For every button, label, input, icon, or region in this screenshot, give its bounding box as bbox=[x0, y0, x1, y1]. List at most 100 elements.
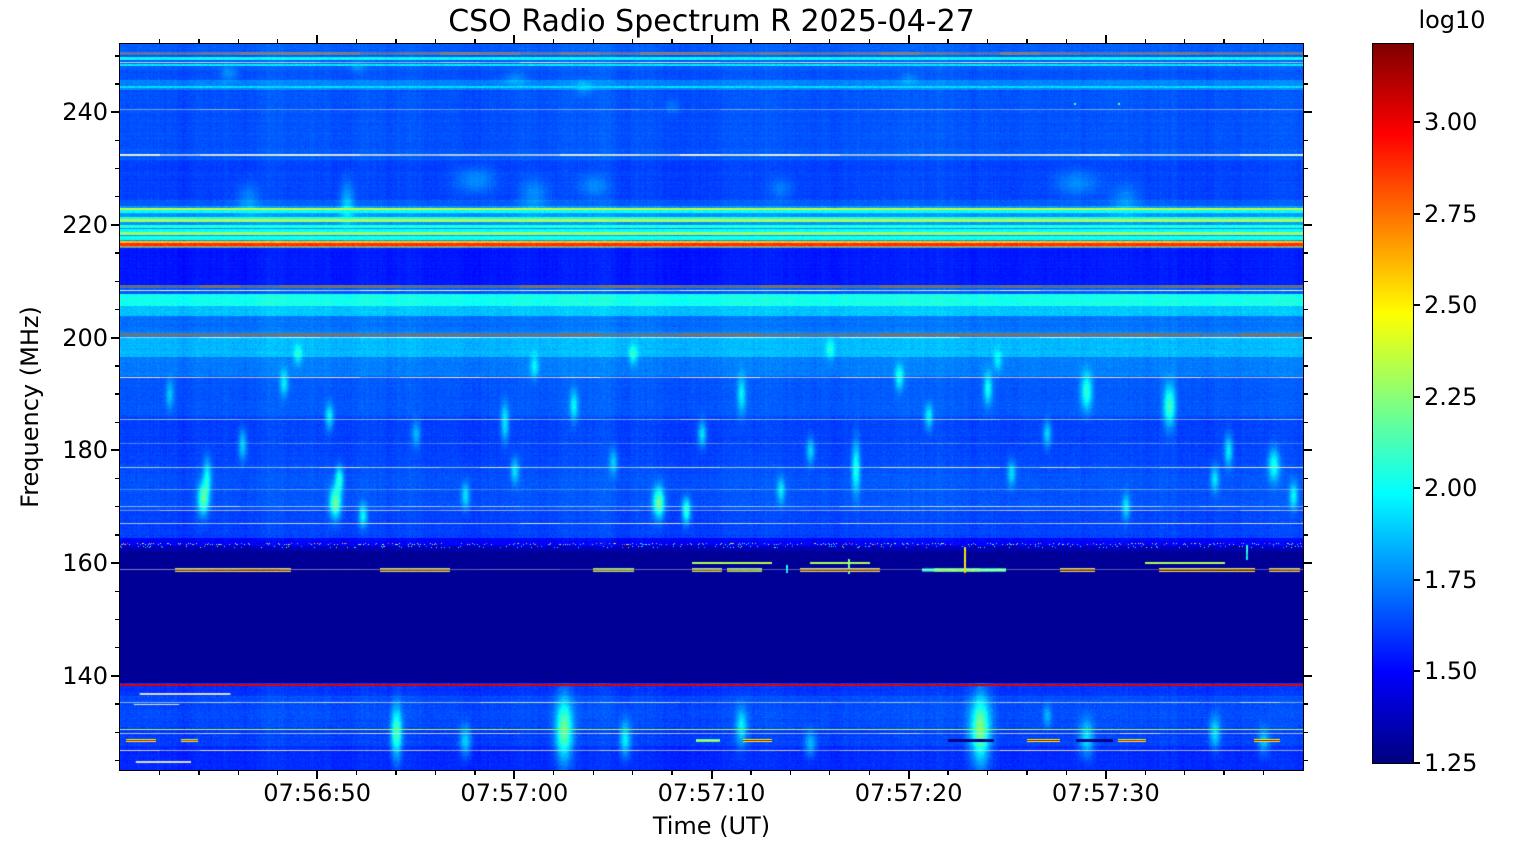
y-minor-tick-right bbox=[1303, 534, 1308, 536]
x-tick-label: 07:56:50 bbox=[263, 779, 372, 807]
y-minor-tick-right bbox=[1303, 308, 1308, 311]
x-minor-tick bbox=[986, 770, 989, 775]
x-major-tick-top bbox=[710, 35, 713, 44]
x-minor-tick bbox=[1262, 770, 1265, 775]
x-minor-tick-top bbox=[868, 39, 870, 44]
x-minor-tick bbox=[631, 770, 634, 775]
x-minor-tick-top bbox=[986, 39, 989, 44]
colorbar-tick-label: 2.50 bbox=[1424, 291, 1478, 320]
y-minor-tick bbox=[115, 534, 120, 536]
y-tick-label: 200 bbox=[62, 323, 108, 352]
x-tick-label: 07:57:00 bbox=[460, 779, 569, 807]
x-minor-tick bbox=[474, 770, 476, 775]
y-minor-tick-right bbox=[1303, 477, 1308, 480]
colorbar-tick-label: 2.25 bbox=[1424, 382, 1478, 411]
y-minor-tick bbox=[115, 590, 120, 592]
y-major-tick-right bbox=[1303, 674, 1312, 677]
x-minor-tick-top bbox=[1223, 39, 1225, 44]
x-minor-tick bbox=[277, 770, 279, 775]
x-minor-tick-top bbox=[1065, 39, 1068, 44]
x-minor-tick bbox=[1223, 770, 1225, 775]
x-minor-tick-top bbox=[474, 39, 476, 44]
x-minor-tick bbox=[1144, 770, 1146, 775]
colorbar-tick bbox=[1413, 304, 1420, 307]
y-major-tick-right bbox=[1303, 336, 1312, 339]
y-minor-tick-right bbox=[1303, 139, 1308, 142]
x-major-tick bbox=[316, 770, 319, 779]
y-major-tick bbox=[111, 336, 120, 339]
x-major-tick bbox=[1104, 770, 1107, 779]
x-tick-label: 07:57:30 bbox=[1051, 779, 1160, 807]
x-minor-tick-top bbox=[1026, 39, 1028, 44]
x-major-tick-top bbox=[1104, 35, 1107, 44]
y-minor-tick-right bbox=[1303, 590, 1308, 592]
x-minor-tick-top bbox=[671, 39, 673, 44]
x-axis-label: Time (UT) bbox=[652, 812, 771, 840]
y-minor-tick-right bbox=[1303, 618, 1308, 621]
colorbar-tick bbox=[1413, 578, 1420, 581]
y-tick-label: 180 bbox=[62, 436, 108, 465]
x-minor-tick-top bbox=[789, 39, 792, 44]
y-minor-tick-right bbox=[1303, 703, 1308, 705]
x-minor-tick-top bbox=[829, 39, 831, 44]
colorbar-tick-label: 2.75 bbox=[1424, 199, 1478, 228]
x-minor-tick bbox=[750, 770, 752, 775]
x-minor-tick bbox=[592, 770, 594, 775]
y-minor-tick bbox=[115, 759, 120, 762]
y-minor-tick-right bbox=[1303, 365, 1308, 367]
x-minor-tick bbox=[1184, 770, 1186, 775]
y-minor-tick bbox=[115, 196, 120, 198]
y-minor-tick-right bbox=[1303, 506, 1308, 508]
x-minor-tick bbox=[355, 770, 358, 775]
x-minor-tick bbox=[237, 770, 239, 775]
colorbar-tick bbox=[1413, 487, 1420, 490]
colorbar-gradient bbox=[1373, 44, 1413, 763]
colorbar-label: log10 bbox=[1418, 6, 1486, 34]
spectrogram-heatmap bbox=[120, 44, 1303, 770]
x-major-tick bbox=[710, 770, 713, 779]
x-tick-label: 07:57:10 bbox=[657, 779, 766, 807]
y-minor-tick bbox=[115, 393, 120, 395]
y-minor-tick-right bbox=[1303, 731, 1308, 733]
x-major-tick-top bbox=[513, 35, 516, 44]
x-minor-tick-top bbox=[158, 39, 161, 44]
y-minor-tick-right bbox=[1303, 280, 1308, 282]
y-major-tick bbox=[111, 674, 120, 677]
x-minor-tick-top bbox=[631, 39, 634, 44]
x-minor-tick bbox=[789, 770, 792, 775]
y-minor-tick bbox=[115, 252, 120, 254]
y-minor-tick-right bbox=[1303, 646, 1308, 649]
x-major-tick-top bbox=[316, 35, 319, 44]
x-minor-tick bbox=[198, 770, 200, 775]
y-minor-tick bbox=[115, 55, 120, 57]
y-minor-tick bbox=[115, 477, 120, 480]
y-major-tick-right bbox=[1303, 449, 1312, 452]
y-minor-tick-right bbox=[1303, 83, 1308, 85]
x-minor-tick bbox=[434, 770, 437, 775]
colorbar-tick-label: 3.00 bbox=[1424, 108, 1478, 137]
colorbar-border bbox=[1372, 43, 1414, 764]
x-minor-tick-top bbox=[553, 39, 555, 44]
x-minor-tick-top bbox=[237, 39, 239, 44]
y-minor-tick-right bbox=[1303, 421, 1308, 423]
y-minor-tick bbox=[115, 167, 120, 170]
colorbar-tick-label: 1.50 bbox=[1424, 657, 1478, 686]
x-tick-label: 07:57:20 bbox=[854, 779, 963, 807]
y-tick-label: 220 bbox=[62, 210, 108, 239]
y-tick-label: 240 bbox=[62, 98, 108, 127]
x-major-tick bbox=[907, 770, 910, 779]
x-minor-tick bbox=[947, 770, 949, 775]
y-minor-tick bbox=[115, 308, 120, 311]
y-minor-tick bbox=[115, 421, 120, 423]
x-minor-tick bbox=[1065, 770, 1068, 775]
x-minor-tick-top bbox=[947, 39, 949, 44]
x-minor-tick bbox=[671, 770, 673, 775]
colorbar-tick bbox=[1413, 395, 1420, 398]
y-minor-tick bbox=[115, 83, 120, 85]
y-major-tick-right bbox=[1303, 562, 1312, 565]
y-major-tick-right bbox=[1303, 111, 1312, 114]
y-major-tick bbox=[111, 111, 120, 114]
y-minor-tick bbox=[115, 280, 120, 282]
x-minor-tick-top bbox=[592, 39, 594, 44]
